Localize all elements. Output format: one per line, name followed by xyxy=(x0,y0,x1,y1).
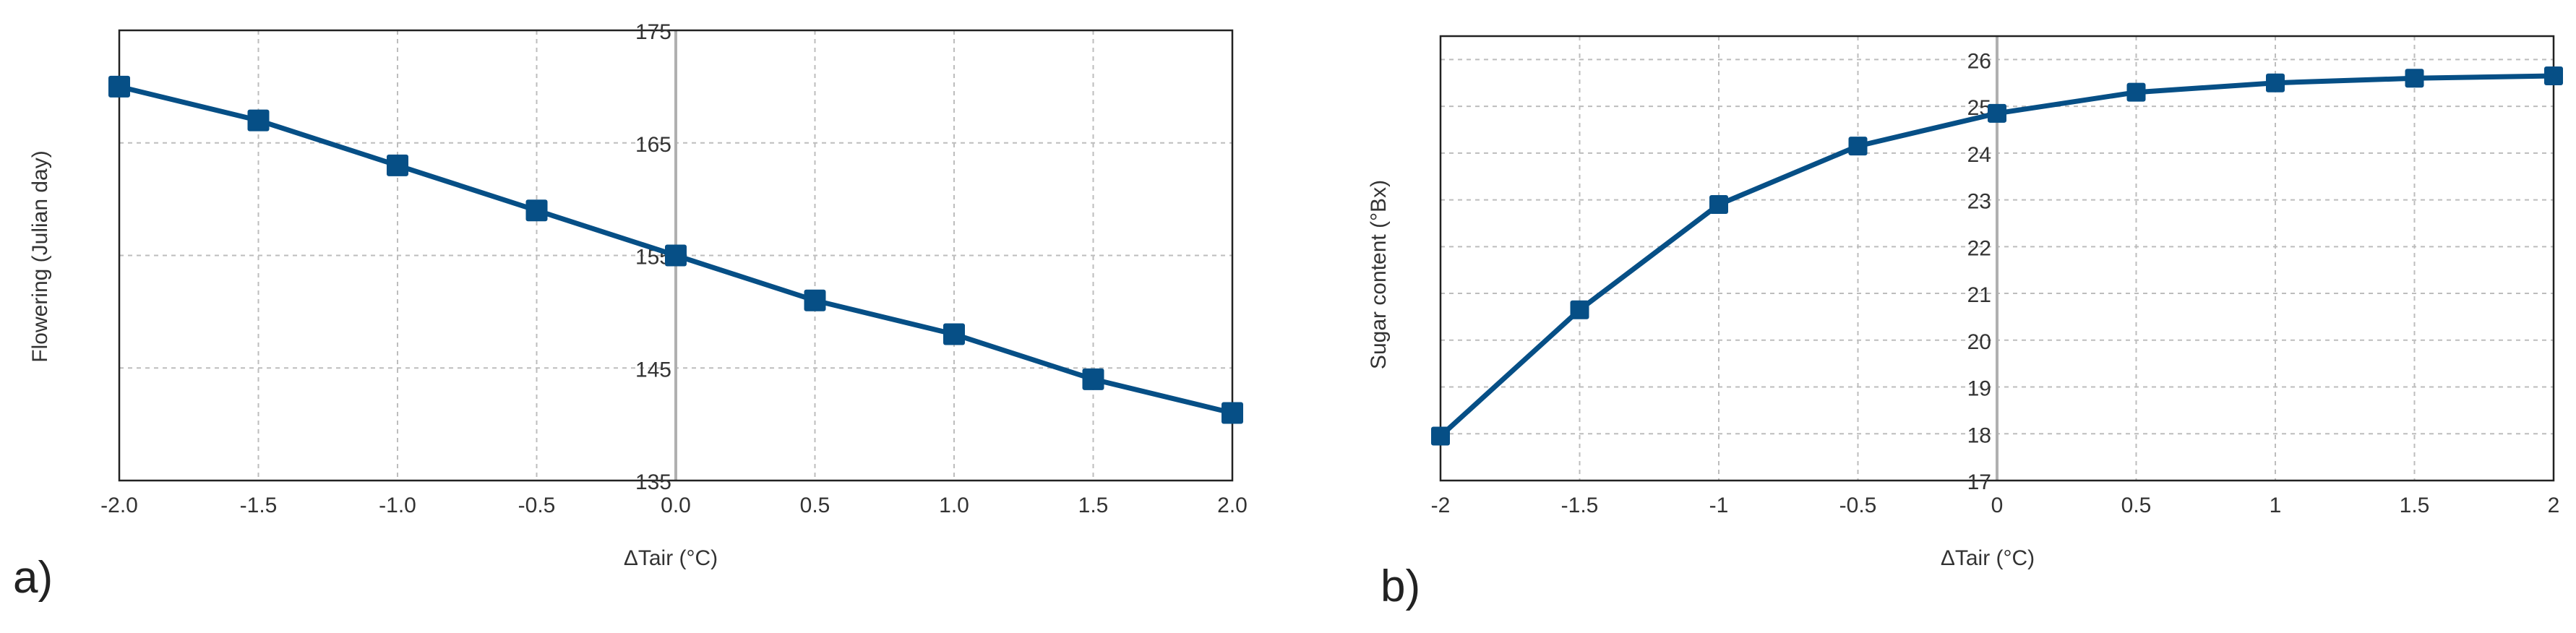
x-axis-label: ΔTair (°C) xyxy=(1941,546,2035,570)
data-point-marker xyxy=(943,323,965,345)
y-tick-label: 24 xyxy=(1967,143,1991,167)
data-point-marker xyxy=(665,244,687,267)
x-tick-label: 0 xyxy=(1991,494,2004,517)
y-tick-label: 23 xyxy=(1967,190,1991,214)
data-point-marker xyxy=(1570,300,1589,319)
y-tick-label: 19 xyxy=(1967,377,1991,401)
x-tick-label: 2 xyxy=(2548,494,2560,517)
y-tick-label: 21 xyxy=(1967,283,1991,307)
x-tick-label: 0.5 xyxy=(800,494,830,517)
y-axis-label: Sugar content (°Bx) xyxy=(1367,180,1391,369)
x-tick-label: -1.5 xyxy=(1561,494,1599,517)
x-tick-label: 1.5 xyxy=(1078,494,1109,517)
data-point-marker xyxy=(1222,402,1243,424)
x-tick-label: -0.5 xyxy=(518,494,556,517)
data-point-marker xyxy=(1082,368,1104,390)
x-tick-label: -1.0 xyxy=(379,494,416,517)
x-tick-label: -0.5 xyxy=(1839,494,1877,517)
y-tick-label: 165 xyxy=(635,133,671,157)
x-tick-label: -1 xyxy=(1709,494,1729,517)
y-tick-label: 135 xyxy=(635,470,671,494)
x-tick-label: -2.0 xyxy=(100,494,138,517)
data-point-marker xyxy=(2266,73,2285,92)
data-point-marker xyxy=(247,109,270,132)
data-point-marker xyxy=(804,289,826,311)
y-tick-label: 145 xyxy=(635,358,671,382)
x-tick-label: 0.5 xyxy=(2121,494,2152,517)
x-tick-label: 0.0 xyxy=(661,494,691,517)
data-point-marker xyxy=(1848,137,1868,156)
y-tick-label: 18 xyxy=(1967,423,1991,447)
data-point-marker xyxy=(2544,66,2563,86)
y-tick-label: 17 xyxy=(1967,470,1991,494)
x-tick-label: -1.5 xyxy=(240,494,278,517)
x-tick-label: 1.0 xyxy=(939,494,969,517)
data-point-marker xyxy=(1709,195,1728,215)
data-point-marker xyxy=(1431,426,1450,446)
y-axis-label: Flowering (Julian day) xyxy=(28,150,52,362)
y-tick-label: 26 xyxy=(1967,49,1991,73)
data-point-marker xyxy=(525,199,548,222)
y-tick-label: 175 xyxy=(635,20,671,44)
plot-frame xyxy=(118,29,1234,482)
data-point-marker xyxy=(2126,82,2146,102)
panel-label: a) xyxy=(13,553,53,603)
x-tick-label: 1.5 xyxy=(2400,494,2430,517)
plot-frame xyxy=(1439,35,2555,482)
y-tick-label: 22 xyxy=(1967,236,1991,260)
y-tick-label: 20 xyxy=(1967,330,1991,354)
x-axis-label: ΔTair (°C) xyxy=(624,546,718,570)
x-tick-label: 1 xyxy=(2270,494,2282,517)
x-tick-label: 2.0 xyxy=(1217,494,1248,517)
data-point-marker xyxy=(1988,103,2006,123)
panel-label: b) xyxy=(1381,561,1420,611)
x-tick-label: -2 xyxy=(1431,494,1451,517)
data-point-marker xyxy=(108,75,130,98)
data-point-marker xyxy=(2405,69,2424,88)
data-point-marker xyxy=(387,154,408,176)
